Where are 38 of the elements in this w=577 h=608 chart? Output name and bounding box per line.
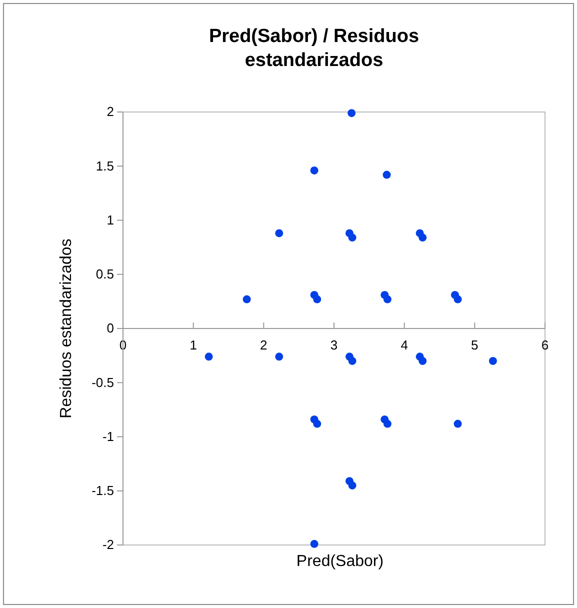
point <box>383 420 392 428</box>
x-tick-label: 3 <box>330 338 338 353</box>
x-tick-label: 6 <box>541 338 549 353</box>
point <box>418 234 427 242</box>
point <box>242 295 251 304</box>
point <box>348 109 356 118</box>
point <box>383 295 392 304</box>
y-tick-label: 1 <box>106 212 114 228</box>
y-tick-label: 0 <box>106 320 114 336</box>
y-tick-label: 1.5 <box>96 158 114 174</box>
x-tick-label: 1 <box>190 338 197 353</box>
y-tick-label: -1.5 <box>92 483 114 498</box>
point <box>454 295 462 304</box>
chart-title: Pred(Sabor) / Residuos estandarizados <box>208 26 420 71</box>
point <box>310 540 318 548</box>
y-tick-label: -0.5 <box>92 374 114 390</box>
y-tick-label: -2 <box>102 537 114 552</box>
x-tick-label: 2 <box>260 338 268 353</box>
x-axis-title: Pred(Sabor) <box>296 553 384 570</box>
point <box>488 356 497 365</box>
point <box>348 481 356 490</box>
y-tick-label: 0.5 <box>96 266 114 282</box>
x-tick-label: 5 <box>471 338 478 353</box>
point <box>348 234 356 242</box>
point <box>454 420 462 428</box>
point <box>275 229 284 238</box>
point <box>348 356 356 365</box>
point <box>310 166 318 174</box>
y-tick-label: 2 <box>106 104 114 120</box>
point <box>313 420 322 428</box>
y-tick-label: -1 <box>102 428 114 444</box>
x-tick-label: 4 <box>400 338 408 353</box>
point <box>418 356 427 365</box>
y-axis-title: Residuos estandarizados <box>58 238 75 418</box>
point <box>204 352 213 361</box>
point <box>313 295 322 304</box>
point <box>382 170 391 179</box>
point <box>275 352 284 361</box>
